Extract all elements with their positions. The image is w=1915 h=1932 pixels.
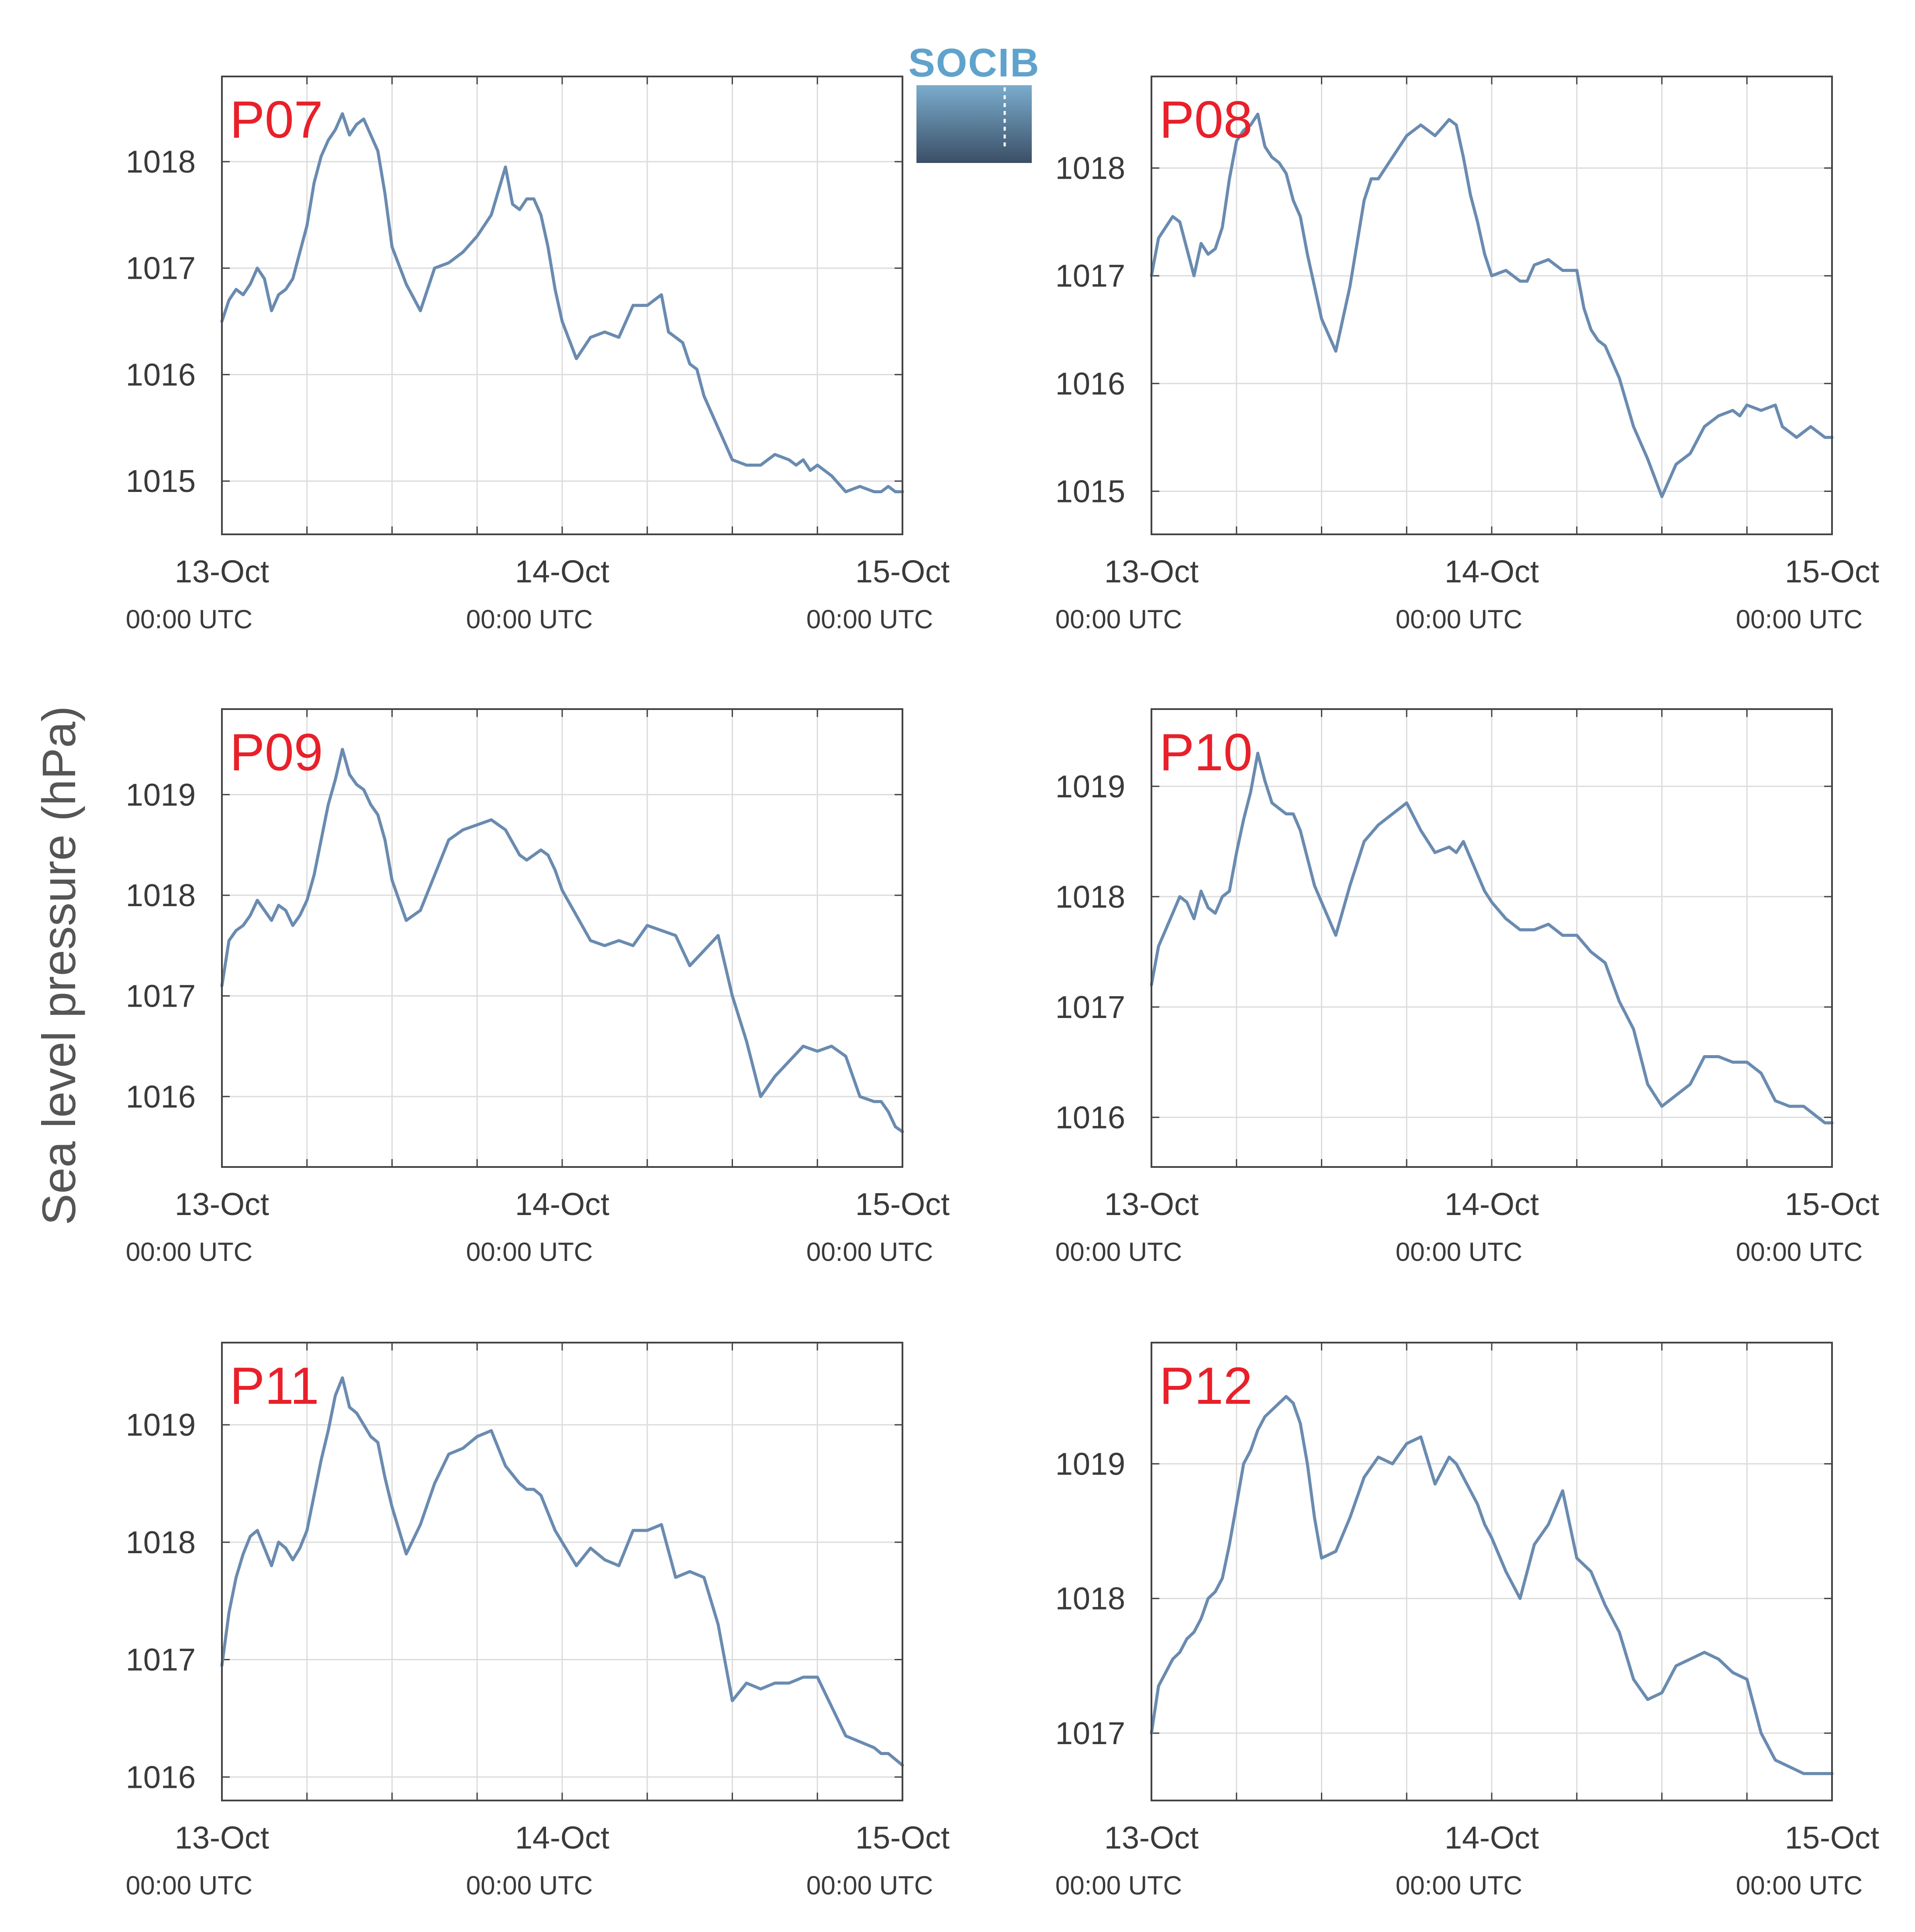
x-tick-sublabel: 00:00 UTC (1396, 605, 1522, 634)
panel-p08: 1015 1016 1017 1018 13-Oct 00:00 UTC 14-Oct 00:… (1055, 76, 1879, 634)
station-label: P12 (1159, 1357, 1253, 1415)
x-tick-sublabel: 00:00 UTC (1736, 1871, 1863, 1900)
y-tick-label: 1018 (1055, 879, 1125, 914)
x-tick-sublabel: 00:00 UTC (1736, 1237, 1863, 1267)
x-tick-sublabel: 00:00 UTC (1055, 1237, 1182, 1267)
panel-p07: 1015 1016 1017 1018 13-Oct 00:00 UTC 14-Oct 00:… (126, 76, 950, 634)
panels: 1015 1016 1017 1018 13-Oct 00:00 UTC 14-Oct 00:… (126, 76, 1879, 1900)
x-tick-label: 15-Oct (1785, 1821, 1879, 1856)
y-tick-label: 1016 (126, 1080, 196, 1115)
y-tick-label: 1019 (1055, 1447, 1125, 1482)
x-tick-sublabel: 00:00 UTC (1055, 605, 1182, 634)
y-tick-label: 1018 (126, 878, 196, 913)
axes-frame (221, 708, 903, 1168)
socib-logo-block (916, 85, 1032, 163)
x-tick-label: 15-Oct (855, 554, 950, 589)
x-tick-sublabel: 00:00 UTC (806, 1237, 933, 1267)
y-tick-label: 1018 (1055, 151, 1125, 186)
x-tick-sublabel: 00:00 UTC (126, 1237, 252, 1267)
x-tick-label: 14-Oct (515, 554, 609, 589)
x-tick-label: 14-Oct (515, 1187, 609, 1222)
pressure-series-line (220, 748, 904, 1133)
y-tick-label: 1017 (126, 251, 196, 286)
x-tick-label: 14-Oct (1445, 554, 1539, 589)
y-tick-label: 1016 (1055, 367, 1125, 402)
axes-frame (1151, 76, 1833, 535)
y-tick-label: 1018 (1055, 1582, 1125, 1617)
y-tick-label: 1017 (1055, 990, 1125, 1025)
x-tick-label: 13-Oct (1104, 554, 1199, 589)
y-tick-label: 1017 (1055, 259, 1125, 294)
pressure-series-line (1150, 1395, 1834, 1775)
x-tick-label: 15-Oct (855, 1187, 950, 1222)
panel-p11: 1016 1017 1018 1019 13-Oct 00:00 UTC 14-Oct 00:… (126, 1342, 950, 1900)
axes-frame (1151, 1342, 1833, 1801)
station-label: P08 (1159, 90, 1253, 149)
station-label: P09 (230, 723, 323, 782)
x-tick-label: 14-Oct (515, 1821, 609, 1856)
x-tick-sublabel: 00:00 UTC (466, 605, 593, 634)
socib-logo-text: SOCIB (908, 41, 1040, 85)
socib-logo: SOCIB (908, 41, 1040, 163)
x-tick-label: 15-Oct (1785, 554, 1879, 589)
y-tick-label: 1015 (1055, 474, 1125, 509)
x-tick-label: 13-Oct (175, 1821, 269, 1856)
x-tick-label: 15-Oct (855, 1821, 950, 1856)
x-tick-sublabel: 00:00 UTC (1396, 1871, 1522, 1900)
x-tick-label: 13-Oct (1104, 1821, 1199, 1856)
y-tick-label: 1017 (1055, 1716, 1125, 1751)
y-tick-label: 1016 (126, 357, 196, 392)
y-tick-label: 1017 (126, 979, 196, 1014)
x-tick-sublabel: 00:00 UTC (126, 605, 252, 634)
y-tick-label: 1018 (126, 145, 196, 180)
panel-p10: 1016 1017 1018 1019 13-Oct 00:00 UTC 14-Oct 00:… (1055, 708, 1879, 1267)
x-tick-label: 13-Oct (175, 1187, 269, 1222)
panel-p12: 1017 1018 1019 13-Oct 00:00 UTC 14-Oct 00:00 U… (1055, 1342, 1879, 1900)
axes-frame (221, 76, 903, 535)
station-label: P10 (1159, 723, 1253, 782)
x-tick-sublabel: 00:00 UTC (1055, 1871, 1182, 1900)
x-tick-sublabel: 00:00 UTC (466, 1871, 593, 1900)
x-tick-sublabel: 00:00 UTC (1736, 605, 1863, 634)
y-axis-label: Sea level pressure (hPa) (32, 706, 85, 1226)
y-tick-label: 1019 (126, 1408, 196, 1443)
station-label: P07 (230, 90, 323, 149)
x-tick-sublabel: 00:00 UTC (806, 605, 933, 634)
x-tick-label: 13-Oct (175, 554, 269, 589)
pressure-series-line (1150, 112, 1834, 499)
x-tick-sublabel: 00:00 UTC (806, 1871, 933, 1900)
panel-p09: 1016 1017 1018 1019 13-Oct 00:00 UTC 14-Oct 00:… (126, 708, 950, 1267)
x-tick-label: 15-Oct (1785, 1187, 1879, 1222)
x-tick-sublabel: 00:00 UTC (466, 1237, 593, 1267)
y-tick-label: 1019 (1055, 769, 1125, 804)
pressure-series-line (220, 1376, 904, 1767)
pressure-series-line (220, 112, 904, 493)
y-tick-label: 1015 (126, 464, 196, 499)
axes-frame (221, 1342, 903, 1801)
y-tick-label: 1017 (126, 1643, 196, 1678)
y-tick-label: 1019 (126, 778, 196, 813)
axes-frame (1151, 708, 1833, 1168)
x-tick-sublabel: 00:00 UTC (1396, 1237, 1522, 1267)
y-tick-label: 1018 (126, 1525, 196, 1560)
pressure-series-line (1150, 751, 1834, 1125)
x-tick-sublabel: 00:00 UTC (126, 1871, 252, 1900)
y-tick-label: 1016 (1055, 1100, 1125, 1135)
x-tick-label: 14-Oct (1445, 1821, 1539, 1856)
x-tick-label: 13-Oct (1104, 1187, 1199, 1222)
y-tick-label: 1016 (126, 1760, 196, 1795)
x-tick-label: 14-Oct (1445, 1187, 1539, 1222)
station-label: P11 (230, 1357, 319, 1415)
